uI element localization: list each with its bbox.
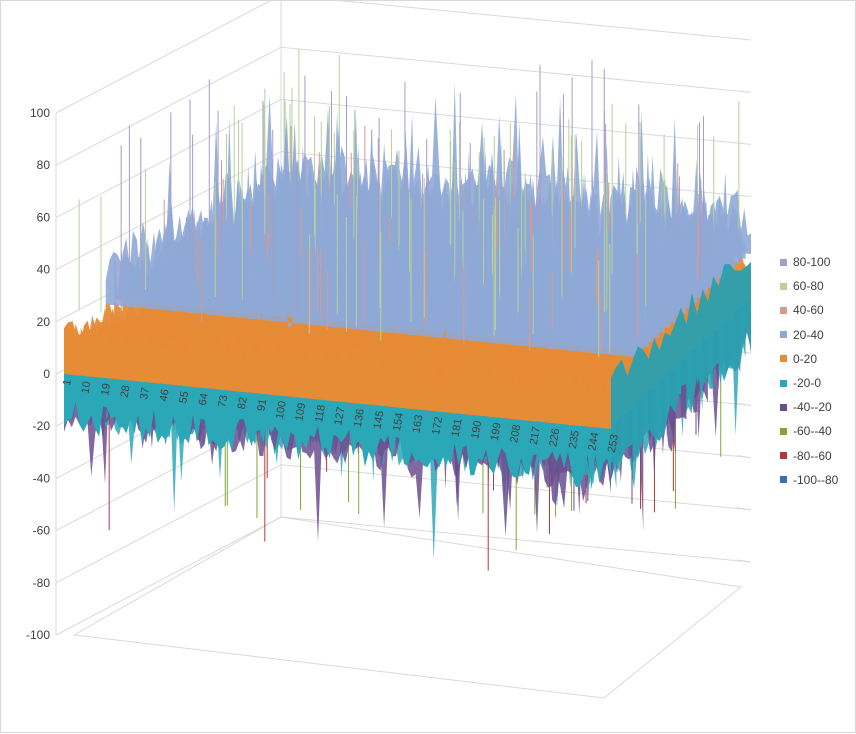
- legend-swatch: [780, 282, 787, 290]
- x-tick-label: 73: [216, 394, 230, 408]
- z-tick-label: -60: [33, 524, 51, 538]
- legend-label: 20-40: [793, 327, 824, 342]
- legend-label: -100--80: [793, 472, 839, 487]
- x-tick-label: 118: [313, 404, 328, 423]
- legend-item: 40-60: [780, 298, 852, 322]
- x-tick-label: 1: [61, 378, 74, 386]
- legend-label: 40-60: [793, 303, 824, 318]
- z-tick-label: 60: [37, 210, 51, 224]
- x-tick-label: 109: [293, 402, 308, 422]
- x-tick-label: 172: [430, 416, 445, 436]
- legend-item: -100--80: [780, 468, 852, 492]
- legend-label: -40--20: [793, 400, 832, 415]
- z-tick-label: 20: [37, 315, 51, 329]
- legend-swatch: [780, 331, 787, 339]
- x-tick-label: 244: [586, 431, 601, 451]
- z-tick-label: -20: [33, 419, 51, 433]
- legend-item: -60--40: [780, 419, 852, 443]
- x-tick-label: 253: [606, 433, 621, 453]
- legend-swatch: [780, 452, 787, 460]
- z-tick-label: -40: [33, 471, 51, 485]
- x-tick-label: 46: [158, 388, 172, 402]
- x-tick-label: 28: [119, 384, 133, 398]
- x-tick-label: 199: [489, 422, 504, 442]
- x-tick-label: 226: [547, 428, 562, 448]
- x-tick-label: 82: [236, 396, 250, 410]
- legend-item: 80-100: [780, 250, 852, 274]
- surface-front-face: [64, 320, 611, 429]
- legend-item: -40--20: [780, 395, 852, 419]
- legend-item: -80--60: [780, 444, 852, 468]
- x-tick-label: 145: [372, 410, 387, 430]
- x-tick-label: 100: [274, 400, 289, 420]
- legend-label: 60-80: [793, 279, 824, 294]
- z-tick-label: 0: [43, 367, 50, 381]
- legend-label: -80--60: [793, 448, 832, 463]
- legend-item: 20-40: [780, 323, 852, 347]
- x-tick-label: 235: [567, 430, 582, 450]
- surface-right-face: [611, 262, 751, 464]
- x-tick-label: 136: [352, 408, 367, 428]
- legend-swatch: [780, 476, 787, 484]
- x-tick-label: 163: [411, 414, 426, 434]
- z-tick-label: -80: [33, 576, 51, 590]
- legend-swatch: [780, 427, 787, 435]
- x-tick-label: 64: [197, 392, 211, 406]
- legend-swatch: [780, 355, 787, 363]
- z-tick-label: 80: [37, 158, 51, 172]
- x-tick-label: 37: [138, 386, 152, 400]
- x-tick-label: 91: [255, 398, 269, 412]
- surface-front-face-negative: [64, 374, 611, 490]
- legend-item: -20-0: [780, 371, 852, 395]
- x-tick-label: 10: [80, 380, 94, 394]
- x-tick-label: 181: [450, 418, 465, 438]
- x-tick-label: 190: [469, 420, 484, 440]
- legend-label: -60--40: [793, 424, 832, 439]
- chart-floor: [72, 516, 743, 699]
- legend-swatch: [780, 306, 787, 314]
- legend-label: 80-100: [793, 255, 831, 270]
- z-tick-label: 40: [37, 263, 51, 277]
- legend: 80-100 60-80 40-60 20-40 0-20 -20-0 -40--20 -60…: [780, 250, 852, 492]
- legend-item: 60-80: [780, 274, 852, 298]
- x-tick-label: 208: [508, 424, 523, 444]
- legend-swatch: [780, 379, 787, 387]
- surface-series: [64, 48, 751, 571]
- legend-swatch: [780, 403, 787, 411]
- legend-label: 0-20: [793, 351, 818, 366]
- z-axis-tick-labels: -100 -80 -60 -40 -20 0 20 40 60 80 100: [26, 106, 50, 642]
- x-tick-label: 19: [99, 382, 113, 396]
- x-tick-label: 127: [332, 406, 347, 426]
- x-axis-tick-labels: 1 10 19 28 37 46 55 64 73 82 91 100 109 118 127 136 145 1…: [61, 378, 621, 453]
- surface-band-20-40: [105, 173, 638, 358]
- legend-item: 0-20: [780, 347, 852, 371]
- z-tick-label: 100: [30, 106, 50, 120]
- z-tick-label: -100: [26, 628, 50, 642]
- legend-swatch: [780, 258, 787, 266]
- x-tick-label: 217: [528, 426, 543, 446]
- x-tick-label: 154: [391, 412, 406, 432]
- x-tick-label: 55: [177, 390, 191, 404]
- legend-label: -20-0: [793, 376, 822, 391]
